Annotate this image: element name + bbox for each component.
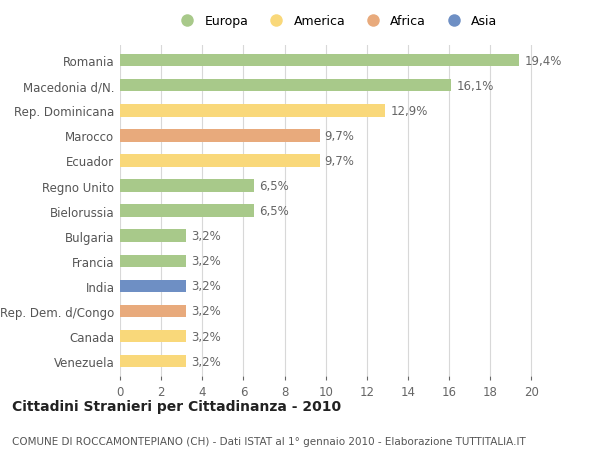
Text: COMUNE DI ROCCAMONTEPIANO (CH) - Dati ISTAT al 1° gennaio 2010 - Elaborazione TU: COMUNE DI ROCCAMONTEPIANO (CH) - Dati IS… bbox=[12, 436, 526, 446]
Bar bbox=[120, 205, 254, 218]
Text: 12,9%: 12,9% bbox=[391, 105, 428, 118]
Bar bbox=[120, 55, 519, 67]
Bar bbox=[120, 80, 451, 92]
Bar bbox=[120, 105, 385, 117]
Bar bbox=[120, 330, 186, 342]
Text: 3,2%: 3,2% bbox=[191, 330, 221, 343]
Text: 9,7%: 9,7% bbox=[325, 129, 355, 142]
Text: 3,2%: 3,2% bbox=[191, 255, 221, 268]
Bar bbox=[120, 230, 186, 242]
Text: Cittadini Stranieri per Cittadinanza - 2010: Cittadini Stranieri per Cittadinanza - 2… bbox=[12, 399, 341, 413]
Bar bbox=[120, 280, 186, 292]
Legend: Europa, America, Africa, Asia: Europa, America, Africa, Asia bbox=[170, 10, 502, 33]
Bar bbox=[120, 155, 320, 168]
Bar bbox=[120, 355, 186, 368]
Text: 6,5%: 6,5% bbox=[259, 179, 289, 193]
Text: 3,2%: 3,2% bbox=[191, 305, 221, 318]
Text: 6,5%: 6,5% bbox=[259, 205, 289, 218]
Text: 3,2%: 3,2% bbox=[191, 355, 221, 368]
Text: 16,1%: 16,1% bbox=[457, 79, 494, 92]
Bar bbox=[120, 130, 320, 142]
Bar bbox=[120, 180, 254, 192]
Text: 3,2%: 3,2% bbox=[191, 230, 221, 243]
Text: 3,2%: 3,2% bbox=[191, 280, 221, 293]
Text: 19,4%: 19,4% bbox=[524, 55, 562, 67]
Text: 9,7%: 9,7% bbox=[325, 155, 355, 168]
Bar bbox=[120, 255, 186, 268]
Bar bbox=[120, 305, 186, 318]
